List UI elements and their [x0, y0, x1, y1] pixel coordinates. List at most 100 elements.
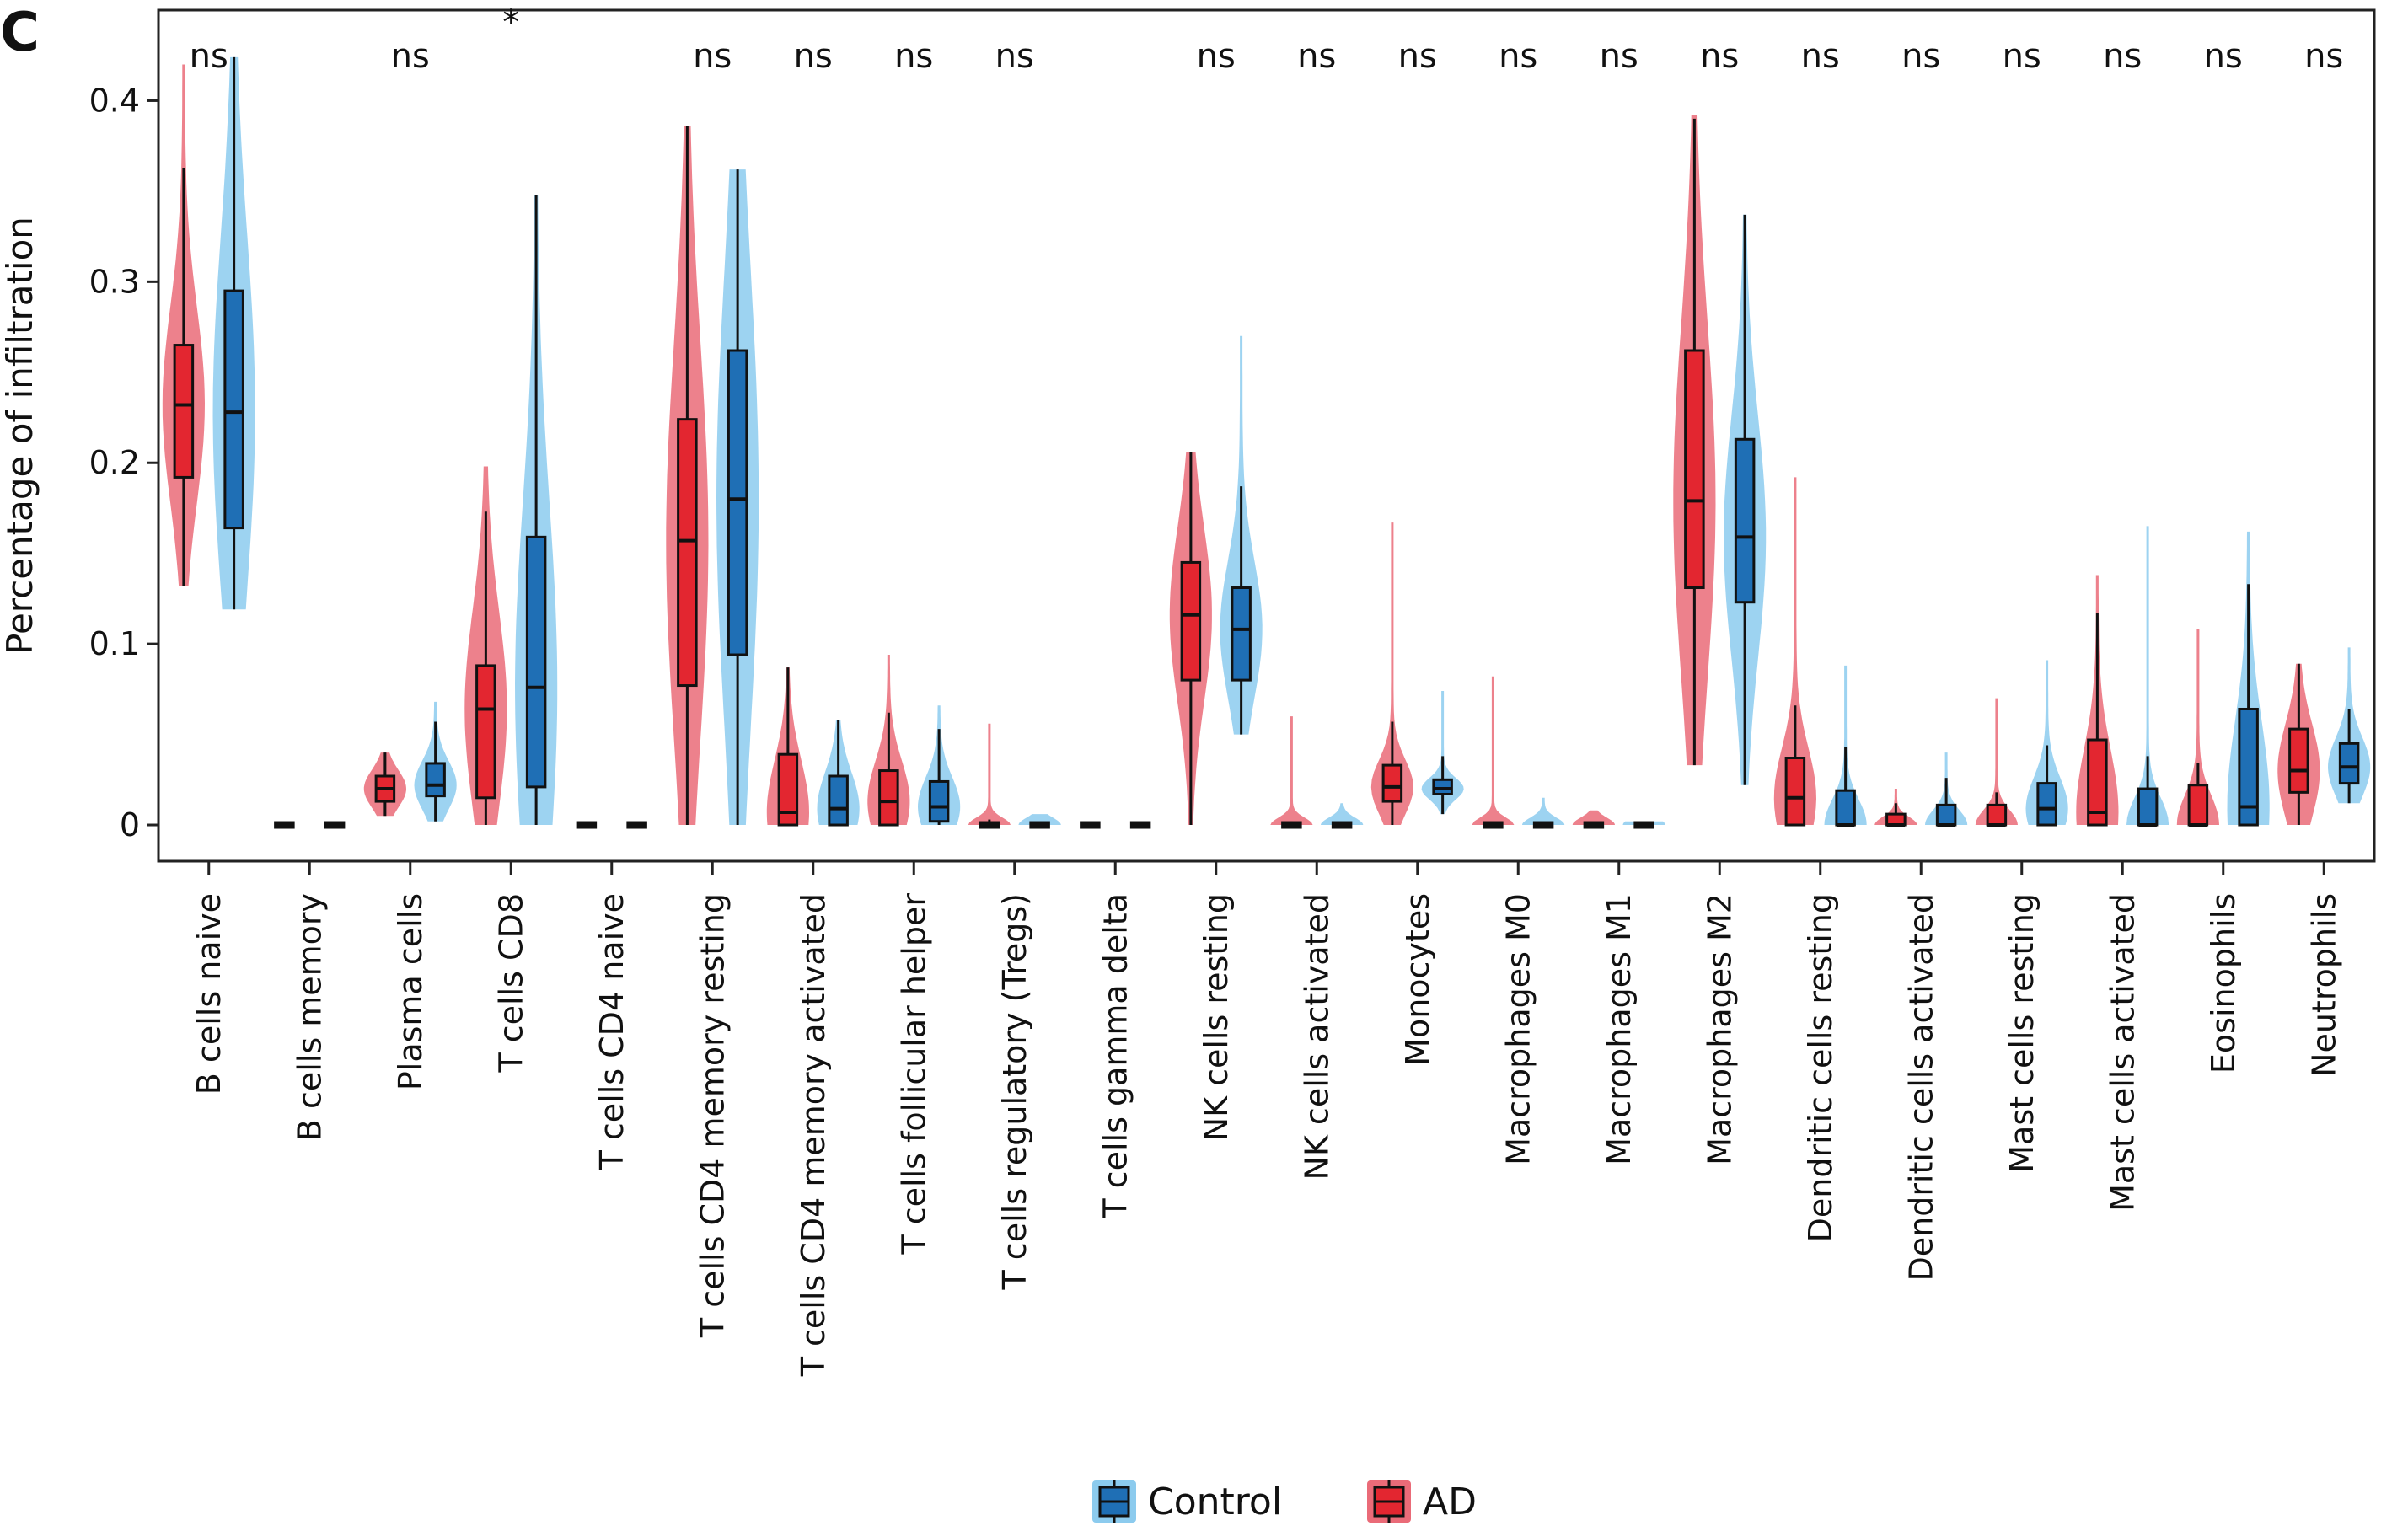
x-category-label: Mast cells resting: [2003, 893, 2041, 1173]
box-ad: [1180, 560, 1202, 682]
significance-label: ns: [190, 37, 228, 76]
x-category-label: B cells naive: [190, 893, 228, 1095]
x-category-label: Dendritic cells activated: [1902, 893, 1939, 1282]
x-category-label: T cells regulatory (Tregs): [996, 893, 1033, 1290]
x-category-label: Eosinophils: [2205, 893, 2242, 1074]
x-category-label: T cells CD4 naive: [593, 893, 630, 1170]
legend-label: AD: [1423, 1480, 1477, 1523]
significance-label: ns: [794, 37, 833, 76]
box-ad: [2087, 738, 2108, 827]
x-category-label: T cells follicular helper: [895, 893, 932, 1256]
violin-ad: [1472, 676, 1515, 825]
box-ad: [173, 344, 195, 479]
violin-ad: [1270, 716, 1313, 825]
violin-ad: [1370, 522, 1413, 825]
x-category-label: T cells CD8: [492, 893, 529, 1074]
box-control: [828, 774, 849, 827]
box-ad: [1986, 803, 2008, 827]
box-control: [2137, 787, 2159, 827]
box-ad: [878, 769, 899, 827]
significance-label: *: [502, 3, 519, 42]
significance-label: ns: [2003, 37, 2041, 76]
significance-label: ns: [1600, 37, 1638, 76]
x-category-label: T cells gamma delta: [1097, 893, 1134, 1219]
box-ad: [2187, 784, 2209, 827]
box-ad: [677, 418, 698, 688]
x-category-label: Macrophages M2: [1701, 893, 1738, 1165]
box-control: [1734, 437, 1756, 604]
significance-label: ns: [2103, 37, 2142, 76]
x-category-label: Plasma cells: [392, 893, 429, 1090]
x-category-label: NK cells activated: [1298, 893, 1335, 1181]
x-category-label: NK cells resting: [1198, 893, 1235, 1141]
x-category-label: Monocytes: [1399, 893, 1436, 1066]
y-axis: 0 0.1 0.2 0.3 0.4: [89, 82, 158, 843]
x-category-label: Neutrophils: [2305, 893, 2342, 1077]
box-control: [1231, 586, 1252, 682]
violin-ad: [968, 723, 1011, 825]
y-axis-label: Percentage of infiltration: [0, 217, 40, 655]
violin-control: [1421, 691, 1464, 815]
box-control: [727, 349, 748, 656]
y-tick-label: 0.3: [89, 263, 140, 300]
significance-label: ns: [2204, 37, 2243, 76]
violin-ad: [1572, 810, 1615, 825]
x-axis: B cells naive B cells memory Plasma cells T…: [190, 861, 2342, 1377]
box-control: [425, 762, 446, 798]
significance-label: ns: [1297, 37, 1336, 76]
box-ad: [475, 664, 496, 800]
box-control: [1432, 778, 1453, 795]
box-control: [928, 779, 950, 823]
box-ad: [1784, 757, 1806, 827]
box-control: [525, 535, 547, 789]
box-ad: [1684, 349, 1705, 590]
violin-ad: [1975, 698, 2018, 825]
significance-label: ns: [1801, 37, 1840, 76]
box-control: [2338, 742, 2360, 785]
plot-frame: [157, 8, 2376, 863]
x-category-label: T cells CD4 memory resting: [694, 893, 731, 1338]
box-control: [223, 289, 244, 530]
violin-control: [2126, 526, 2169, 825]
x-category-label: B cells memory: [291, 893, 328, 1141]
boxplots-layer: [173, 56, 2360, 829]
significance-label: ns: [894, 37, 933, 76]
x-category-label: Macrophages M1: [1601, 893, 1638, 1165]
violin-control: [2025, 660, 2068, 825]
x-category-label: Dendritic cells resting: [1802, 893, 1839, 1242]
box-ad: [777, 752, 799, 827]
significance-label: ns: [1499, 37, 1537, 76]
box-control: [2036, 782, 2057, 827]
violin-control: [1824, 665, 1867, 825]
significance-label: ns: [1901, 37, 1940, 76]
significance-label: ns: [391, 37, 430, 76]
box-control: [2238, 707, 2259, 827]
violin-control: [1522, 797, 1565, 825]
significance-label: ns: [995, 37, 1034, 76]
significance-labels: ns ns * ns ns ns ns ns ns ns ns ns ns ns ns ns ns ns ns: [190, 3, 2344, 76]
box-control: [1935, 803, 1957, 827]
violin-control: [1321, 803, 1364, 825]
x-category-label: T cells CD4 memory activated: [795, 893, 832, 1377]
significance-label: ns: [1700, 37, 1739, 76]
violin-ad: [2176, 629, 2219, 825]
significance-label: ns: [693, 37, 732, 76]
y-tick-label: 0.2: [89, 444, 140, 481]
legend-item-control: Control: [1092, 1480, 1282, 1523]
box-ad: [2288, 727, 2309, 794]
y-tick-label: 0.1: [89, 625, 140, 662]
x-category-label: Mast cells activated: [2104, 893, 2141, 1212]
significance-label: ns: [1197, 37, 1236, 76]
box-ad: [1381, 763, 1403, 803]
significance-label: ns: [1398, 37, 1437, 76]
x-category-label: Macrophages M0: [1499, 893, 1537, 1165]
panel-letter: C: [0, 2, 40, 64]
y-tick-label: 0: [120, 806, 140, 843]
violin-control: [1018, 814, 1061, 825]
violin-ad: [1773, 477, 1816, 825]
box-control: [1835, 789, 1856, 827]
legend-item-ad: AD: [1367, 1480, 1477, 1523]
y-tick-label: 0.4: [89, 82, 140, 119]
significance-label: ns: [2304, 37, 2343, 76]
